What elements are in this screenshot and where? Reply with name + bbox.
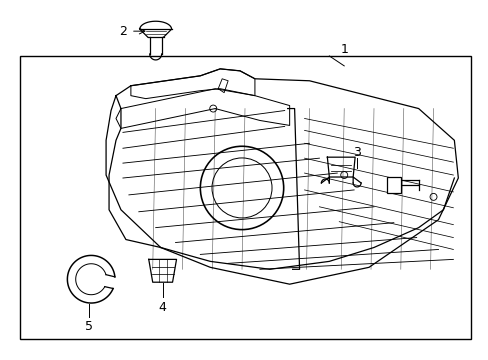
Bar: [386, 177, 400, 193]
Text: 1: 1: [340, 42, 347, 55]
Bar: [20, 56, 470, 339]
Text: 4: 4: [159, 301, 166, 314]
Text: 5: 5: [85, 320, 93, 333]
Text: 3: 3: [352, 146, 360, 159]
Text: 2: 2: [119, 24, 126, 38]
